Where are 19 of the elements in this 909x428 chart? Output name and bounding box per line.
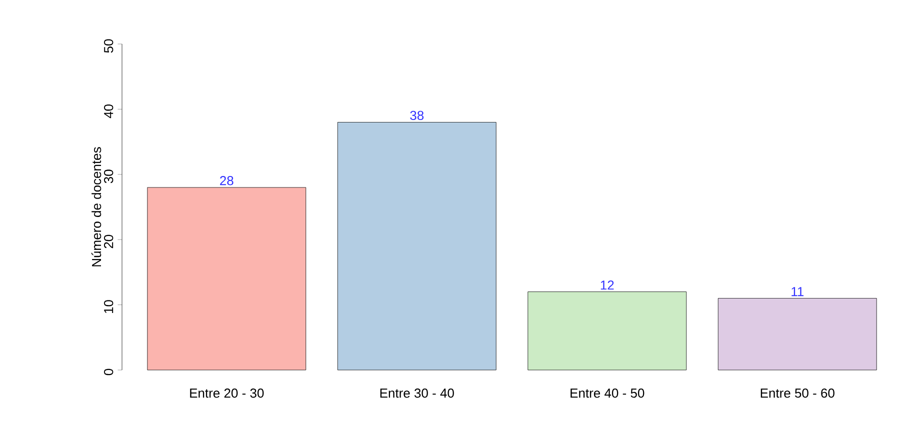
data-label: 38 (410, 110, 424, 120)
x-tick-label: Entre 50 - 60 (760, 388, 834, 398)
bar (528, 292, 687, 370)
y-tick-label: 40 (104, 104, 114, 118)
data-label: 12 (600, 280, 614, 290)
data-label: 28 (220, 176, 234, 186)
y-tick-label: 0 (104, 368, 114, 376)
y-tick-label: 20 (104, 234, 114, 248)
bar (147, 187, 306, 370)
x-tick-label: Entre 40 - 50 (570, 388, 644, 398)
x-tick-label: Entre 20 - 30 (190, 388, 264, 398)
data-label: 11 (792, 287, 804, 296)
y-tick-label: 50 (104, 39, 114, 53)
y-axis-title: Número de docentes (91, 147, 102, 266)
y-tick-label: 10 (104, 300, 114, 314)
x-tick-label: Entre 30 - 40 (380, 388, 454, 398)
bar (337, 122, 496, 370)
y-tick-label: 30 (104, 170, 114, 184)
bar (718, 298, 877, 370)
